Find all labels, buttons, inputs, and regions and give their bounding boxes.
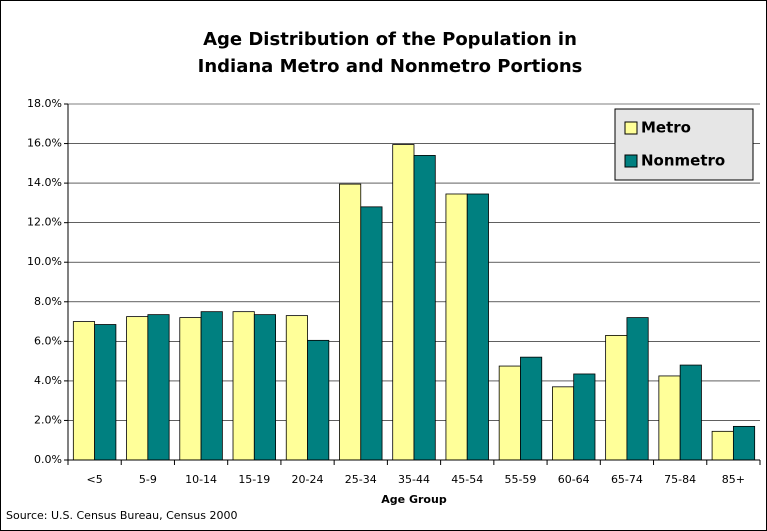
y-tick-label: 8.0% (34, 295, 62, 308)
x-tick-label: 85+ (722, 473, 745, 486)
bar (732, 425, 756, 461)
bar (466, 193, 489, 461)
bar (147, 314, 170, 461)
bar (552, 386, 575, 461)
legend-box (614, 108, 754, 181)
bar (253, 314, 277, 461)
bar (413, 155, 436, 461)
x-tick-label: 35-44 (398, 473, 430, 486)
y-tick-label: 14.0% (27, 176, 62, 189)
bar (339, 183, 362, 461)
bar (605, 334, 628, 461)
y-tick-label: 18.0% (27, 97, 62, 110)
bar (360, 206, 383, 461)
x-tick-label: 60-64 (558, 473, 590, 486)
bar (679, 364, 702, 461)
y-tick-label: 0.0% (34, 453, 62, 466)
x-tick-label: 25-34 (345, 473, 377, 486)
bar (307, 339, 330, 461)
x-tick-label: 45-54 (451, 473, 483, 486)
y-tick-label: 6.0% (34, 334, 62, 347)
bar (232, 311, 255, 461)
bar (520, 356, 543, 461)
legend-swatch (624, 154, 638, 168)
y-tick-label: 16.0% (27, 137, 62, 150)
bar (392, 144, 415, 461)
x-tick-label: <5 (87, 473, 103, 486)
bar (285, 315, 308, 461)
bar (200, 311, 223, 461)
legend-label: Nonmetro (641, 152, 725, 170)
chart-title: Indiana Metro and Nonmetro Portions (198, 56, 583, 77)
y-tick-label: 12.0% (27, 216, 62, 229)
bar (711, 430, 734, 461)
bar (72, 321, 96, 461)
legend-label: Metro (641, 119, 691, 137)
x-axis-title: Age Group (381, 493, 447, 506)
bar (179, 317, 202, 461)
bar (658, 375, 681, 461)
bar (445, 193, 468, 461)
bar (573, 373, 596, 461)
bar (498, 365, 521, 461)
x-tick-label: 15-19 (238, 473, 270, 486)
x-tick-label: 5-9 (139, 473, 157, 486)
x-tick-label: 65-74 (611, 473, 643, 486)
x-tick-label: 55-59 (504, 473, 536, 486)
x-tick-label: 10-14 (185, 473, 217, 486)
bar (126, 316, 149, 461)
bar (94, 324, 117, 461)
y-tick-label: 2.0% (34, 413, 62, 426)
x-tick-label: 20-24 (292, 473, 324, 486)
y-tick-label: 10.0% (27, 255, 62, 268)
source-note: Source: U.S. Census Bureau, Census 2000 (6, 509, 237, 522)
y-tick-label: 4.0% (34, 374, 62, 387)
legend-swatch (624, 121, 638, 135)
x-tick-label: 75-84 (664, 473, 696, 486)
chart-title: Age Distribution of the Population in (203, 29, 577, 50)
bar (626, 317, 649, 461)
